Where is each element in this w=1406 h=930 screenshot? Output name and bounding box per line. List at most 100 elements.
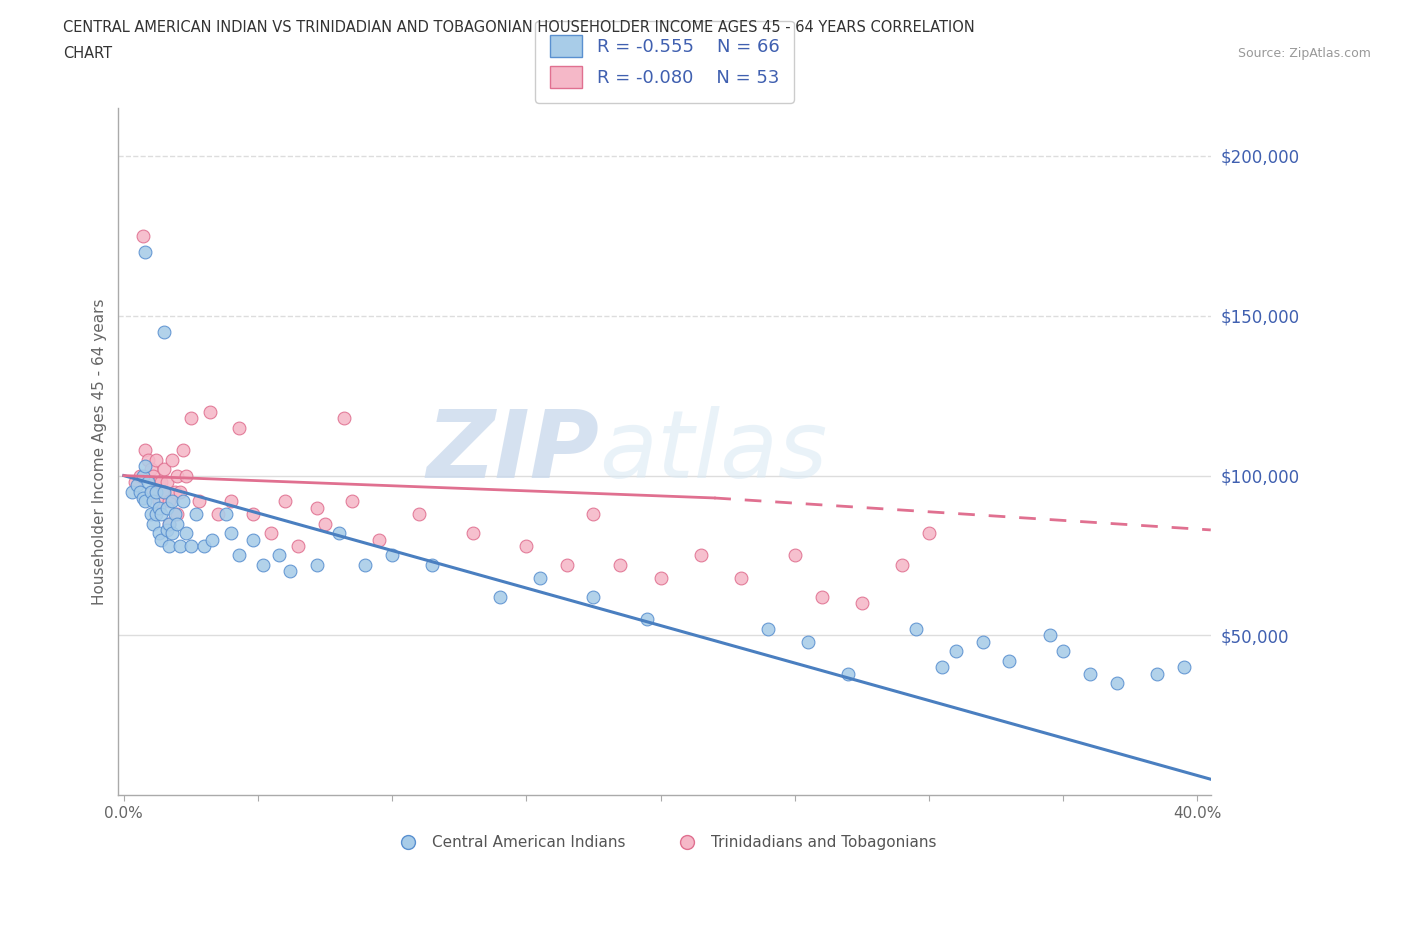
Point [172, 443, 194, 458]
Point [851, 596, 873, 611]
Point [136, 452, 159, 467]
Point [328, 525, 350, 540]
Point [150, 532, 173, 547]
Point [145, 507, 167, 522]
Point [783, 548, 806, 563]
Point [891, 558, 914, 573]
Text: ZIP: ZIP [426, 405, 599, 498]
Point [139, 485, 162, 499]
Point [636, 612, 658, 627]
Point [169, 485, 191, 499]
Point [134, 443, 156, 458]
Point [461, 525, 484, 540]
Text: Source: ZipAtlas.com: Source: ZipAtlas.com [1237, 46, 1371, 60]
Point [260, 525, 283, 540]
Point [188, 494, 211, 509]
Text: atlas: atlas [599, 406, 827, 498]
Point [142, 516, 165, 531]
Point [408, 507, 430, 522]
Point [1173, 660, 1195, 675]
Point [201, 532, 224, 547]
Point [904, 621, 927, 636]
Text: CHART: CHART [63, 46, 112, 61]
Point [145, 485, 167, 499]
Point [156, 523, 179, 538]
Point [166, 507, 188, 522]
Point [287, 538, 309, 553]
Point [515, 538, 537, 553]
Point [142, 494, 165, 509]
Point [131, 490, 153, 505]
Point [215, 507, 238, 522]
Point [139, 462, 162, 477]
Point [160, 452, 183, 467]
Text: CENTRAL AMERICAN INDIAN VS TRINIDADIAN AND TOBAGONIAN HOUSEHOLDER INCOME AGES 45: CENTRAL AMERICAN INDIAN VS TRINIDADIAN A… [63, 20, 974, 35]
Point [172, 494, 194, 509]
Point [488, 590, 510, 604]
Point [228, 548, 250, 563]
Point [166, 468, 188, 483]
Point [340, 494, 363, 509]
Point [198, 405, 221, 419]
Point [148, 494, 170, 509]
Point [228, 420, 250, 435]
Point [252, 558, 274, 573]
Point [153, 485, 176, 499]
Legend: Central American Indians, Trinidadians and Tobagonians: Central American Indians, Trinidadians a… [387, 829, 943, 857]
Point [278, 564, 301, 578]
Point [650, 570, 672, 585]
Point [159, 538, 181, 553]
Point [689, 548, 711, 563]
Point [1105, 676, 1128, 691]
Point [180, 411, 202, 426]
Point [159, 516, 181, 531]
Point [945, 644, 967, 658]
Point [121, 485, 143, 499]
Point [163, 507, 186, 522]
Point [333, 411, 356, 426]
Point [129, 468, 152, 483]
Point [150, 507, 173, 522]
Point [180, 538, 202, 553]
Point [422, 558, 444, 573]
Point [998, 654, 1021, 669]
Point [367, 532, 389, 547]
Point [242, 532, 264, 547]
Point [1146, 666, 1168, 681]
Point [129, 485, 152, 499]
Y-axis label: Householder Income Ages 45 - 64 years: Householder Income Ages 45 - 64 years [93, 299, 107, 604]
Point [931, 660, 953, 675]
Point [730, 570, 752, 585]
Point [166, 516, 188, 531]
Point [153, 462, 176, 477]
Point [145, 452, 167, 467]
Point [1078, 666, 1101, 681]
Point [139, 507, 162, 522]
Point [134, 494, 156, 509]
Point [134, 245, 156, 259]
Point [609, 558, 631, 573]
Point [148, 474, 170, 489]
Point [186, 507, 208, 522]
Point [160, 494, 183, 509]
Point [159, 494, 181, 509]
Point [159, 516, 181, 531]
Point [131, 468, 153, 483]
Point [163, 485, 186, 499]
Point [174, 525, 197, 540]
Point [127, 478, 149, 493]
Point [837, 666, 859, 681]
Point [756, 621, 779, 636]
Point [972, 634, 994, 649]
Point [150, 474, 173, 489]
Point [207, 507, 229, 522]
Point [136, 474, 159, 489]
Point [582, 507, 605, 522]
Point [153, 485, 176, 499]
Point [269, 548, 291, 563]
Point [305, 558, 328, 573]
Point [148, 525, 170, 540]
Point [219, 494, 242, 509]
Point [381, 548, 404, 563]
Point [134, 458, 156, 473]
